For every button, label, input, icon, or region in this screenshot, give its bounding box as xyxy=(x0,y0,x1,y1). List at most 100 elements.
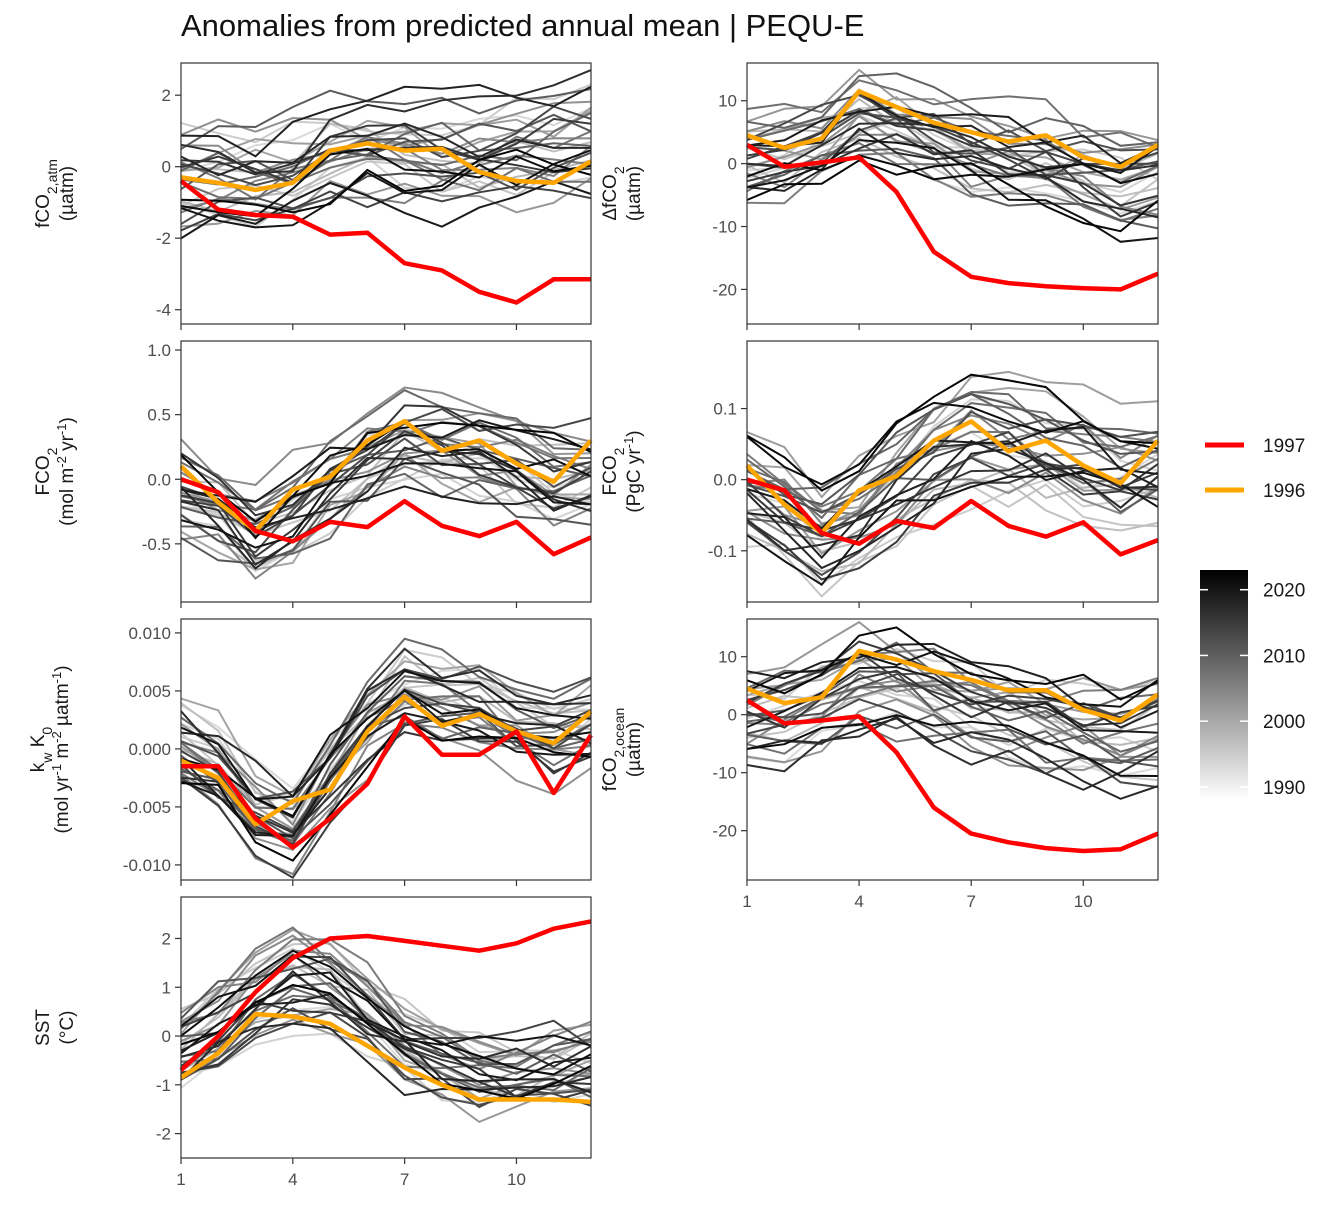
y-tick-label: -0.010 xyxy=(123,856,171,875)
svg-text:(µatm): (µatm) xyxy=(624,166,645,221)
y-tick-label: 10 xyxy=(718,92,737,111)
panel-fco2_flux_total: 0.1 0.0 -0.1 FCO2(PgC yr-1) xyxy=(600,340,1160,608)
y-tick-label: 0.000 xyxy=(128,740,171,759)
y-tick-label: -0.5 xyxy=(142,535,171,554)
year-line-2017 xyxy=(180,122,591,177)
year-line-2001 xyxy=(746,698,1159,772)
x-tick-label: 1 xyxy=(742,892,751,911)
year-line-2001 xyxy=(180,100,592,147)
series-line-1997 xyxy=(179,179,591,305)
y-axis-label: SST (°C) xyxy=(33,1009,78,1046)
year-line-2015 xyxy=(746,669,1159,729)
year-line-2014 xyxy=(746,468,1159,581)
year-line-2007 xyxy=(180,637,592,805)
year-line-2015 xyxy=(180,404,592,517)
svg-text:SST: SST xyxy=(33,1009,54,1046)
panel-delta_fco2: 10 0 -10 -20 ΔfCO2(µatm) xyxy=(600,62,1160,330)
year-line-2017 xyxy=(180,668,592,798)
year-line-2010 xyxy=(180,957,592,1066)
series-line-1997 xyxy=(745,142,1159,292)
year-line-2022 xyxy=(746,626,1159,701)
y-axis-label: FCO2(mol m-2 yr-1) xyxy=(33,417,78,526)
year-line-2003 xyxy=(746,414,1159,526)
y-tick-label: 0 xyxy=(728,155,737,174)
year-line-2017 xyxy=(746,447,1159,570)
colorbar: 2020 2010 2000 1990 xyxy=(1200,570,1305,800)
y-tick-label: 10 xyxy=(718,648,737,667)
background-year-lines xyxy=(746,370,1159,598)
y-tick-label: 0.1 xyxy=(713,400,737,419)
svg-text:(PgC yr-1): (PgC yr-1) xyxy=(621,430,646,512)
year-line-2017 xyxy=(746,717,1159,800)
year-line-2004 xyxy=(180,938,592,1061)
panel-kw_k0: 0.010 0.005 0.000 -0.005 -0.010 kw K0(mol yr-… xyxy=(28,618,593,886)
y-axis-label: ΔfCO2(µatm) xyxy=(600,166,645,221)
year-line-2010 xyxy=(746,393,1159,506)
year-line-2009 xyxy=(180,675,592,839)
series-line-1996 xyxy=(746,648,1160,723)
panel-border xyxy=(746,62,1159,325)
year-line-1993 xyxy=(746,483,1159,598)
year-line-2020 xyxy=(180,462,592,549)
x-tick-label: 10 xyxy=(1074,892,1093,911)
year-line-2019 xyxy=(180,419,592,503)
year-line-2017 xyxy=(746,127,1159,219)
year-line-2020 xyxy=(746,650,1159,708)
year-line-2007 xyxy=(746,390,1159,520)
background-year-lines xyxy=(746,620,1159,800)
year-line-1994 xyxy=(180,654,592,803)
year-line-2003 xyxy=(180,722,592,876)
y-tick-label: 0 xyxy=(162,158,171,177)
x-tick-label: 7 xyxy=(400,1170,409,1189)
series-line-1996 xyxy=(746,89,1160,170)
colorbar-tick-label: 1990 xyxy=(1263,778,1305,799)
y-tick-label: -0.1 xyxy=(708,542,737,561)
x-tick-label: 4 xyxy=(288,1170,297,1189)
year-line-2022 xyxy=(180,148,592,214)
svg-text:ΔfCO2: ΔfCO2 xyxy=(600,166,627,220)
year-line-2022 xyxy=(746,373,1159,492)
year-line-2007 xyxy=(180,112,592,186)
year-line-2021 xyxy=(180,949,592,1076)
year-line-2019 xyxy=(746,665,1159,734)
year-line-2005 xyxy=(180,926,592,1068)
year-line-2019 xyxy=(180,712,592,838)
year-line-2017 xyxy=(180,1022,592,1097)
panel-border xyxy=(180,340,592,603)
svg-text:(µatm): (µatm) xyxy=(624,722,645,777)
series-line-1997 xyxy=(181,714,593,850)
year-line-2019 xyxy=(180,180,592,240)
panel-fco2_flux_area: 1.0 0.5 0.0 -0.5 FCO2(mol m-2 yr-1) xyxy=(33,340,593,608)
y-tick-label: 2 xyxy=(162,86,171,105)
svg-text:(µatm): (µatm) xyxy=(57,166,78,221)
y-tick-label: 1.0 xyxy=(147,341,171,360)
panel-fco2_atm: 2 0 -2 -4 fCO2,atm(µatm) xyxy=(33,62,593,330)
year-line-2018 xyxy=(180,83,592,158)
y-tick-label: 2 xyxy=(162,929,171,948)
x-tick-label: 4 xyxy=(854,892,863,911)
year-line-2022 xyxy=(746,159,1159,233)
y-tick-label: -20 xyxy=(712,280,737,299)
year-line-2018 xyxy=(180,688,592,837)
y-tick-label: -1 xyxy=(156,1076,171,1095)
background-year-lines xyxy=(180,386,592,580)
year-line-2008 xyxy=(746,684,1159,753)
y-tick-label: -20 xyxy=(712,822,737,841)
year-line-1993 xyxy=(746,687,1159,782)
year-line-2021 xyxy=(746,714,1159,777)
svg-text:(mol m-2 yr-1): (mol m-2 yr-1) xyxy=(54,417,79,526)
year-line-2005 xyxy=(746,679,1159,745)
year-line-1999 xyxy=(180,106,592,171)
y-axis-label: fCO2,ocean(µatm) xyxy=(600,708,645,792)
y-tick-label: -4 xyxy=(156,301,171,320)
year-line-2019 xyxy=(746,105,1159,175)
year-line-2016 xyxy=(180,450,592,567)
svg-text:fCO2,atm: fCO2,atm xyxy=(33,159,60,228)
y-tick-label: -2 xyxy=(156,229,171,248)
legend-label-1996: 1996 xyxy=(1263,481,1305,502)
x-tick-label: 7 xyxy=(966,892,975,911)
legend: 1997 1996 xyxy=(1205,436,1305,502)
svg-text:kw K0: kw K0 xyxy=(28,727,55,773)
y-axis-label: FCO2(PgC yr-1) xyxy=(600,430,645,512)
